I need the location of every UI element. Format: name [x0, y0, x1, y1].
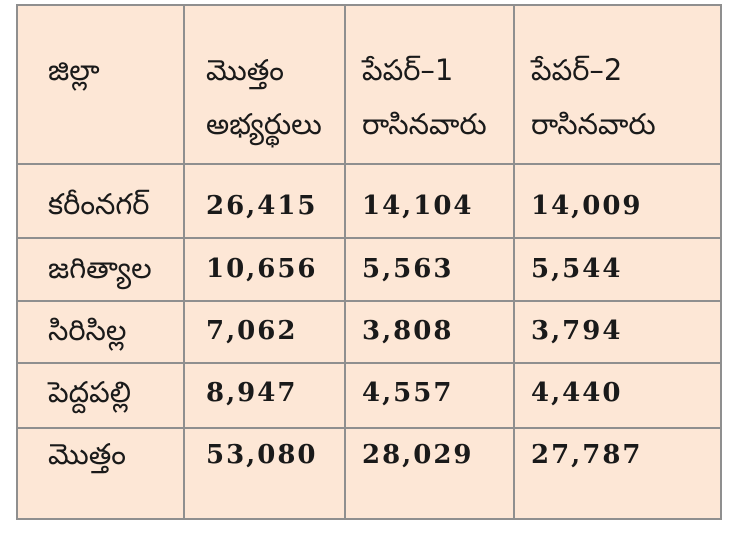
- row-divider: [18, 237, 720, 239]
- paper2-cell: 14,009: [531, 191, 643, 221]
- row-divider: [18, 427, 720, 429]
- column-divider: [344, 6, 346, 518]
- row-divider: [18, 300, 720, 302]
- header-paper2-line2: రాసినవారు: [531, 107, 656, 141]
- header-paper1-line1: పేపర్–1: [362, 53, 454, 87]
- district-exam-table: జిల్లా మొత్తం అభ్యర్థులు పేపర్–1 రాసినవా…: [16, 4, 722, 520]
- header-paper2-line1: పేపర్–2: [531, 53, 623, 87]
- header-paper1-line2: రాసినవారు: [362, 107, 487, 141]
- header-total-line2: అభ్యర్థులు: [206, 107, 322, 141]
- header-district: జిల్లా: [48, 53, 100, 87]
- paper2-cell: 3,794: [531, 316, 623, 346]
- paper1-cell: 5,563: [362, 254, 454, 284]
- total-cell: 10,656: [206, 254, 318, 284]
- paper2-cell: 5,544: [531, 254, 623, 284]
- district-cell: సిరిసిల్ల: [48, 313, 127, 347]
- total-cell: 8,947: [206, 378, 298, 408]
- total-cell: 26,415: [206, 191, 318, 221]
- header-total-line1: మొత్తం: [206, 53, 284, 87]
- row-divider: [18, 163, 720, 165]
- paper1-cell: 3,808: [362, 316, 454, 346]
- column-divider: [183, 6, 185, 518]
- column-divider: [513, 6, 515, 518]
- paper2-cell: 27,787: [531, 440, 643, 470]
- district-cell: కరీంనగర్: [48, 187, 150, 221]
- total-cell: 53,080: [206, 440, 318, 470]
- district-cell: పెద్దపల్లి: [48, 375, 131, 409]
- row-divider: [18, 362, 720, 364]
- paper1-cell: 4,557: [362, 378, 454, 408]
- total-cell: 7,062: [206, 316, 298, 346]
- district-cell: జగిత్యాల: [48, 251, 152, 285]
- paper1-cell: 28,029: [362, 440, 474, 470]
- paper1-cell: 14,104: [362, 191, 474, 221]
- paper2-cell: 4,440: [531, 378, 623, 408]
- district-cell: మొత్తం: [48, 437, 126, 471]
